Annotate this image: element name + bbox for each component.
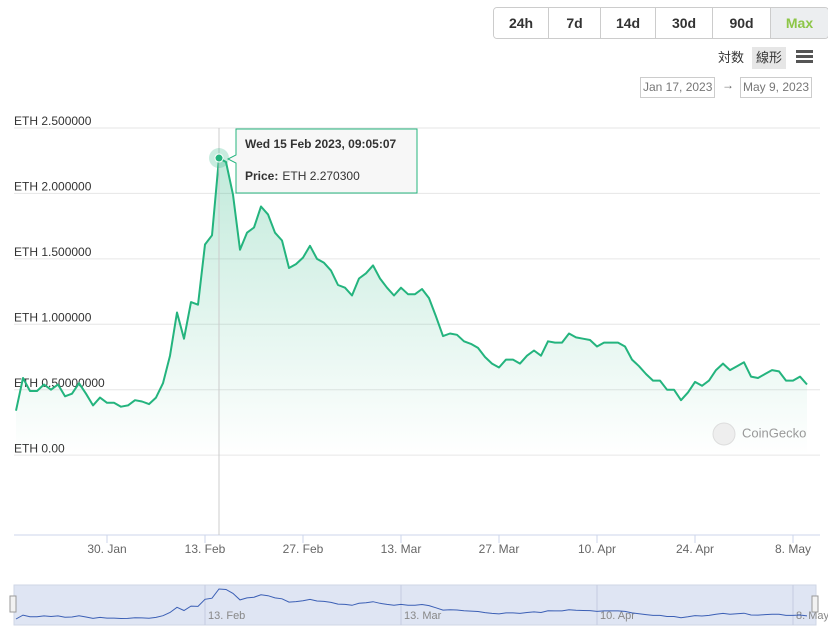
x-tick-label: 27. Feb [283,542,324,556]
date-to[interactable]: May 9, 2023 [740,77,813,98]
hover-point [214,153,224,163]
navigator-label: 13. Feb [208,610,245,622]
x-tick-label: 27. Mar [479,542,520,556]
x-tick-label: 24. Apr [676,542,714,556]
navigator-label: 8. May [796,610,828,622]
tooltip-title: Wed 15 Feb 2023, 09:05:07 [245,137,397,151]
area-fill [16,158,807,456]
x-tick-label: 13. Mar [381,542,422,556]
y-tick-label: ETH 2.000000 [14,180,92,194]
navigator-label: 10. Apr [600,610,635,622]
range-button[interactable]: 24h [494,8,549,38]
range-button[interactable]: Max [771,8,828,38]
tooltip-box [226,128,418,194]
scale-log[interactable]: 対数 [718,50,745,65]
range-buttons: 24h 7d 14d 30d 90d Max [493,7,828,39]
range-button[interactable]: 14d [601,8,656,38]
y-tick-label: ETH 1.500000 [14,245,92,259]
x-tick-label: 8. May [775,542,811,556]
y-tick-label: ETH 1.000000 [14,310,92,324]
tooltip-label: Price: [245,169,278,183]
navigator-line [15,588,808,620]
menu-button[interactable] [796,50,813,64]
price-line [15,157,808,411]
x-tick-label: 30. Jan [87,542,126,556]
date-from[interactable]: Jan 17, 2023 [640,77,716,98]
range-button[interactable]: 30d [656,8,713,38]
x-tick-label: 13. Feb [185,542,226,556]
tooltip-value: ETH 2.270300 [282,169,360,183]
watermark-logo [712,422,736,446]
range-button[interactable]: 7d [549,8,601,38]
y-tick-label: ETH 2.500000 [14,114,92,128]
date-arrow: → [722,78,734,92]
navigator-handle[interactable] [9,595,17,613]
navigator-label: 13. Mar [404,610,442,622]
range-button[interactable]: 90d [713,8,771,38]
watermark: CoinGecko [742,425,806,440]
scale-linear[interactable]: 線形 [752,47,787,69]
x-tick-label: 10. Apr [578,542,616,556]
navigator-handle[interactable] [811,595,819,613]
